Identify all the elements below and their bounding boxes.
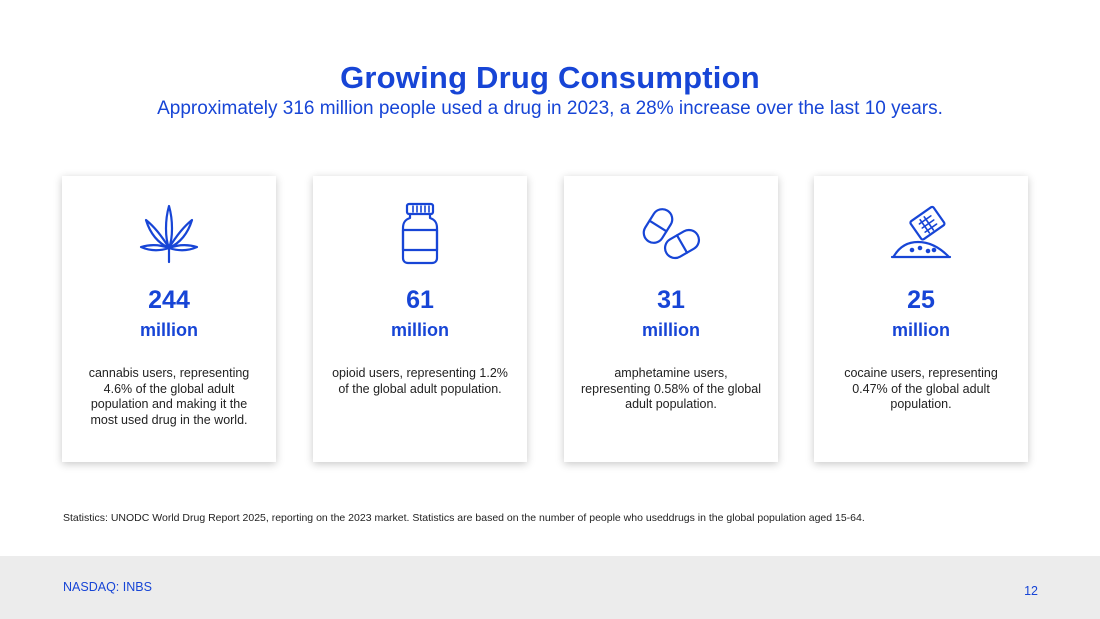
- stat-card-cocaine: 25 million cocaine users, representing 0…: [814, 176, 1028, 462]
- stat-value: 25: [907, 286, 935, 314]
- stat-description: opioid users, representing 1.2% of the g…: [332, 366, 508, 396]
- stat-unit: million: [642, 320, 700, 340]
- page-title: Growing Drug Consumption: [340, 60, 760, 95]
- stat-description: cannabis users, representing 4.6% of the…: [88, 366, 250, 427]
- cannabis-leaf-icon: [62, 198, 276, 268]
- stat-unit: million: [391, 320, 449, 340]
- ticker-symbol: NASDAQ: INBS: [63, 580, 152, 594]
- page-subtitle: Approximately 316 million people used a …: [157, 98, 943, 119]
- stat-card-amphetamine: 31 million amphetamine users, representi…: [564, 176, 778, 462]
- stat-unit: million: [892, 320, 950, 340]
- source-footnote: Statistics: UNODC World Drug Report 2025…: [63, 512, 865, 524]
- stat-value: 31: [657, 286, 685, 314]
- capsules-icon: [564, 198, 778, 268]
- pill-bottle-icon: [313, 198, 527, 268]
- stat-cards: 244 million cannabis users, representing…: [62, 176, 1030, 464]
- stat-unit: million: [140, 320, 198, 340]
- page-number: 12: [1024, 584, 1038, 598]
- stat-card-cannabis: 244 million cannabis users, representing…: [62, 176, 276, 462]
- stat-card-opioid: 61 million opioid users, representing 1.…: [313, 176, 527, 462]
- stat-description: amphetamine users, representing 0.58% of…: [581, 366, 761, 411]
- stat-description: cocaine users, representing 0.47% of the…: [844, 366, 998, 411]
- stat-value: 61: [406, 286, 434, 314]
- powder-bag-icon: [814, 198, 1028, 268]
- footer-bar: [0, 556, 1100, 619]
- stat-value: 244: [148, 286, 190, 314]
